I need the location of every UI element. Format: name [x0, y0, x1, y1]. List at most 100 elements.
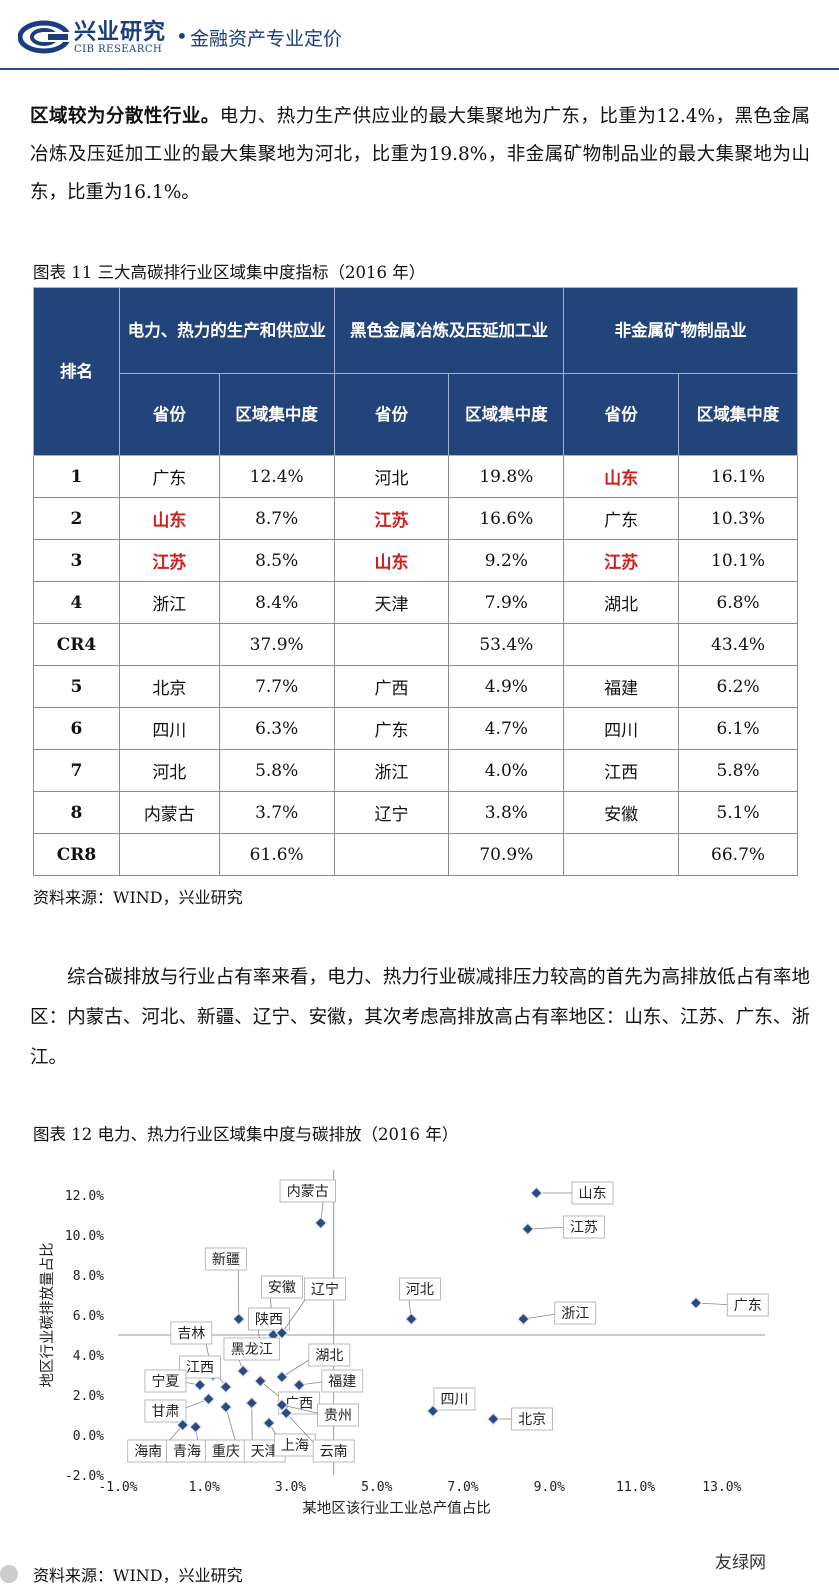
x-tick-label: -1.0%: [98, 1480, 137, 1495]
point-label-box: [304, 1277, 346, 1301]
point-label: 浙江: [561, 1306, 589, 1322]
point-label: 陕西: [255, 1312, 283, 1328]
point-label-box: [223, 1337, 280, 1361]
province-cell: 山东: [563, 455, 680, 498]
province-cell: 河北: [118, 749, 220, 792]
analysis-paragraph: 综合碳排放与行业占有率来看，电力、热力行业碳减排压力较高的首先为高排放低占有率地…: [30, 967, 810, 1068]
point-label-box: [308, 1343, 351, 1367]
point-label: 重庆: [212, 1444, 240, 1460]
rank-cell: 6: [33, 707, 120, 750]
x-tick-label: 11.0%: [616, 1480, 655, 1495]
sub-header-province: 省份: [333, 373, 450, 456]
rank-cell: 5: [33, 665, 120, 708]
concentration-cell: 7.7%: [218, 665, 335, 708]
concentration-cell: 10.1%: [678, 539, 798, 582]
data-point: [189, 1420, 203, 1434]
province-cell: 四川: [118, 707, 220, 750]
table-caption: 图表 11 三大高碳排行业区域集中度指标（2016 年）: [33, 263, 426, 282]
concentration-cell: 5.1%: [678, 791, 798, 834]
point-label: 江西: [186, 1360, 214, 1376]
rank-cell: CR4: [33, 623, 120, 666]
data-point: [253, 1374, 267, 1388]
concentration-cell: 9.2%: [448, 539, 565, 582]
province-cell: 湖北: [563, 581, 680, 624]
province-cell: 天津: [333, 581, 450, 624]
point-label: 福建: [328, 1374, 356, 1390]
chart-source: 资料来源：WIND，兴业研究: [33, 1566, 243, 1585]
province-cell: 广西: [333, 665, 450, 708]
x-tick-label: 5.0%: [361, 1480, 392, 1495]
header-divider: [0, 68, 839, 70]
y-tick-label: 0.0%: [73, 1429, 104, 1444]
data-point: [486, 1412, 500, 1426]
concentration-cell: 53.4%: [448, 623, 565, 666]
data-point: [689, 1296, 703, 1310]
point-label: 广西: [285, 1396, 313, 1412]
data-point: [314, 1216, 328, 1230]
rank-header: 排名: [33, 287, 120, 456]
data-point: [245, 1396, 259, 1410]
concentration-cell: 12.4%: [218, 455, 335, 498]
concentration-cell: 6.1%: [678, 707, 798, 750]
watermark-badge-icon: [0, 1565, 18, 1583]
point-label-box: [248, 1307, 290, 1331]
rank-cell: 7: [33, 749, 120, 792]
scatter-chart: -1.0% 1.0% 3.0% 5.0% 7.0% 9.0% 11.0% 13.0% -2.0%…: [39, 1170, 769, 1517]
concentration-cell: 66.7%: [678, 833, 798, 876]
sub-header-concentration: 区域集中度: [448, 373, 565, 456]
province-cell: 江苏: [563, 539, 680, 582]
concentration-cell: 37.9%: [218, 623, 335, 666]
rank-cell: 1: [33, 455, 120, 498]
concentration-cell: 3.7%: [218, 791, 335, 834]
concentration-cell: 10.3%: [678, 497, 798, 540]
concentration-cell: 19.8%: [448, 455, 565, 498]
point-label: 河北: [406, 1282, 434, 1298]
province-cell: 四川: [563, 707, 680, 750]
concentration-cell: 8.5%: [218, 539, 335, 582]
point-label: 上海: [281, 1438, 309, 1454]
table-row: CR4 37.9% 53.4% 43.4%: [33, 623, 798, 666]
point-label: 海南: [134, 1444, 162, 1460]
province-cell: 广东: [563, 497, 680, 540]
province-cell: 江苏: [333, 497, 450, 540]
concentration-cell: 8.7%: [218, 497, 335, 540]
point-label: 天津: [251, 1444, 279, 1460]
y-tick-label: 6.0%: [73, 1309, 104, 1324]
table-row: 6 四川 6.3% 广东 4.7% 四川 6.1%: [33, 707, 798, 750]
point-label: 广东: [734, 1298, 762, 1314]
sub-header-concentration: 区域集中度: [678, 373, 798, 456]
cib-logo-icon: [18, 20, 72, 54]
province-cell: 广东: [118, 455, 220, 498]
concentration-cell: 6.3%: [218, 707, 335, 750]
y-tick-label: 2.0%: [73, 1389, 104, 1404]
concentration-cell: 5.8%: [218, 749, 335, 792]
table-row: 2 山东 8.7% 江苏 16.6% 广东 10.3%: [33, 497, 798, 540]
province-cell: 内蒙古: [118, 791, 220, 834]
province-cell: [563, 833, 680, 876]
concentration-cell: 4.7%: [448, 707, 565, 750]
point-label: 湖北: [315, 1348, 343, 1364]
concentration-cell: 16.1%: [678, 455, 798, 498]
watermark: 友绿网: [715, 1553, 766, 1573]
intro-bold-lead: 区域较为分散性行业。: [30, 106, 220, 127]
data-point: [426, 1404, 440, 1418]
chart-caption: 图表 12 电力、热力行业区域集中度与碳排放（2016 年）: [33, 1125, 459, 1144]
data-point: [521, 1222, 535, 1236]
data-point: [275, 1370, 289, 1384]
report-header: 兴业研究 CIB RESEARCH • 金融资产专业定价: [0, 0, 839, 70]
data-point: [219, 1380, 233, 1394]
brand-name-cn: 兴业研究: [74, 20, 167, 45]
brand-name-en: CIB RESEARCH: [74, 44, 163, 55]
table-row: 1 广东 12.4% 河北 19.8% 山东 16.1%: [33, 455, 798, 498]
province-cell: 福建: [563, 665, 680, 708]
point-label-box: [312, 1439, 355, 1463]
x-tick-label: 9.0%: [534, 1480, 565, 1495]
province-cell: 辽宁: [333, 791, 450, 834]
y-tick-label: 10.0%: [65, 1229, 104, 1244]
intro-paragraph: 区域较为分散性行业。电力、热力生产供应业的最大集聚地为广东，比重为12.4%，黑…: [30, 98, 810, 212]
header-tagline: 金融资产专业定价: [190, 28, 343, 50]
point-label: 贵州: [324, 1408, 352, 1424]
data-point: [236, 1364, 250, 1378]
x-axis-title: 某地区该行业工业总产值占比: [302, 1500, 491, 1517]
point-label-box: [726, 1293, 769, 1317]
